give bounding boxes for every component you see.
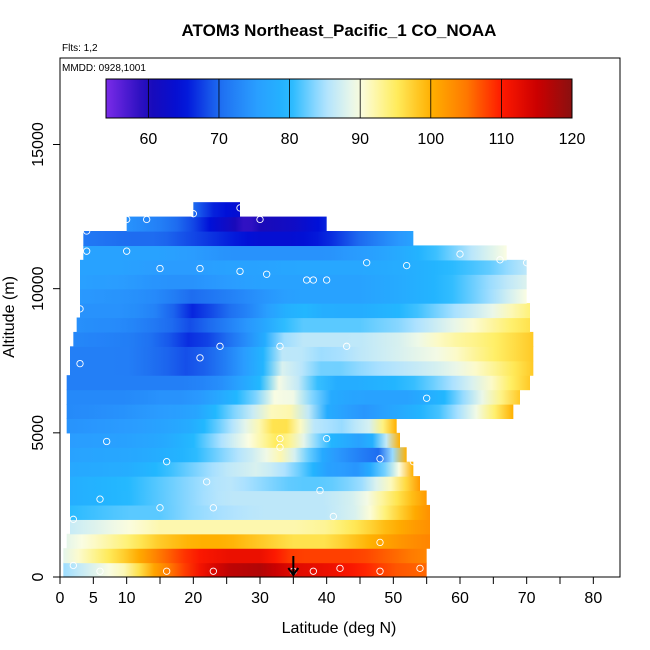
heat-bin [70, 447, 407, 462]
colorbar-tick-label: 120 [559, 131, 586, 148]
dates-label: MMDD: 0928,1001 [62, 63, 146, 74]
x-tick-label: 40 [318, 590, 336, 607]
colorbar-tick-label: 100 [417, 131, 444, 148]
x-tick-label: 20 [184, 590, 202, 607]
heat-bin [193, 202, 240, 217]
colorbar-tick-label: 90 [351, 131, 369, 148]
heat-bin [70, 433, 400, 448]
heat-bin [80, 303, 530, 318]
heat-bin [63, 548, 426, 563]
colorbar-tick-label: 60 [139, 131, 157, 148]
y-tick-label: 15000 [30, 122, 47, 167]
x-tick-label: 0 [56, 590, 65, 607]
x-tick-label: 5 [89, 590, 98, 607]
heat-bin [80, 260, 527, 275]
heat-bin [70, 462, 413, 477]
x-tick-label: 50 [384, 590, 402, 607]
heat-bin [67, 404, 514, 419]
heat-bin [63, 563, 426, 578]
x-tick-label: 10 [118, 590, 136, 607]
chart-title: ATOM3 Northeast_Pacific_1 CO_NOAA [182, 21, 497, 40]
heat-bin [83, 231, 413, 246]
flights-label: Flts: 1,2 [62, 43, 98, 54]
x-tick-label: 70 [518, 590, 536, 607]
colorbar-gradient [106, 79, 572, 118]
heat-bin [83, 245, 506, 260]
x-tick-label: 30 [251, 590, 269, 607]
heat-bin [70, 346, 533, 361]
heat-bin [127, 217, 327, 232]
x-tick-label: 80 [584, 590, 602, 607]
y-tick-label: 0 [30, 572, 47, 581]
heat-bin [70, 505, 430, 520]
x-axis-label: Latitude (deg N) [282, 620, 397, 637]
x-tick-label: 60 [451, 590, 469, 607]
x-axis: 0 5 10 20 30 40 50 60 70 80 [56, 577, 620, 607]
heat-bin [70, 361, 533, 376]
heat-bin [67, 534, 430, 549]
y-axis: 0 5000 10000 15000 [30, 122, 60, 581]
heat-bin [77, 318, 530, 333]
heat-bin [67, 375, 530, 390]
colorbar-tick-label: 70 [210, 131, 228, 148]
chart-svg: ATOM3 Northeast_Pacific_1 CO_NOAA Flts: … [0, 0, 650, 650]
heat-bin [73, 332, 533, 347]
y-tick-label: 5000 [30, 415, 47, 451]
colorbar-tick-label: 80 [281, 131, 299, 148]
heat-bin [80, 289, 527, 304]
heatmap-layer [63, 202, 533, 577]
colorbar: 60 70 80 90 100 110 120 [106, 79, 585, 148]
colorbar-tick-label: 110 [489, 131, 515, 148]
heat-bin [70, 519, 430, 534]
heat-bin [67, 390, 520, 405]
heat-bin [70, 476, 420, 491]
y-tick-label: 10000 [30, 266, 47, 311]
y-axis-label: Altitude (m) [1, 276, 18, 358]
heat-bin [70, 491, 427, 506]
heat-bin [80, 274, 527, 289]
heat-bin [67, 418, 397, 433]
